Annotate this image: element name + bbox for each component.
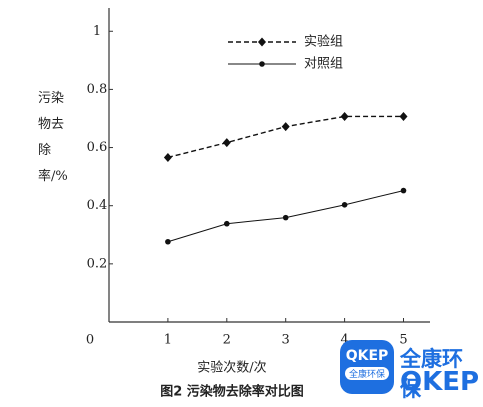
logo-text: QKEP: [345, 348, 389, 364]
x-tick-label: 3: [282, 333, 290, 348]
y-tick-label: 0.2: [87, 256, 108, 271]
x-tick-label: 1: [164, 333, 172, 348]
watermark: QKEP: [400, 367, 480, 397]
marker: [165, 238, 171, 245]
marker: [341, 202, 348, 208]
marker: [400, 187, 407, 194]
y-tick-label: 0.8: [87, 82, 108, 97]
y-tick-label: 0: [86, 333, 94, 348]
x-tick-label: 2: [223, 333, 231, 348]
x-tick-label: 5: [399, 333, 407, 348]
marker: [222, 138, 231, 148]
y-tick-label: 0.4: [87, 198, 108, 213]
marker: [282, 214, 289, 221]
marker: [281, 122, 290, 132]
legend-marker: [258, 37, 266, 47]
legend-label: 实验组: [304, 34, 343, 50]
x-tick-label: 4: [340, 333, 348, 348]
y-axis-label: 污染物去除率/%: [38, 91, 68, 184]
logo: QKEP 全康环保: [340, 340, 394, 394]
marker: [340, 111, 349, 121]
marker: [163, 152, 172, 162]
marker: [399, 111, 408, 121]
marker: [223, 220, 230, 227]
legend-marker: [259, 61, 265, 67]
watermark: 全康环保: [400, 347, 463, 401]
y-tick-label: 0.6: [87, 140, 108, 155]
y-tick-label: 1: [93, 24, 101, 39]
logo-text: 全康环保: [345, 367, 389, 380]
caption: 图2 污染物去除率对比图: [160, 384, 304, 400]
x-axis-label: 实验次数/次: [197, 360, 266, 376]
legend-label: 对照组: [304, 57, 343, 72]
